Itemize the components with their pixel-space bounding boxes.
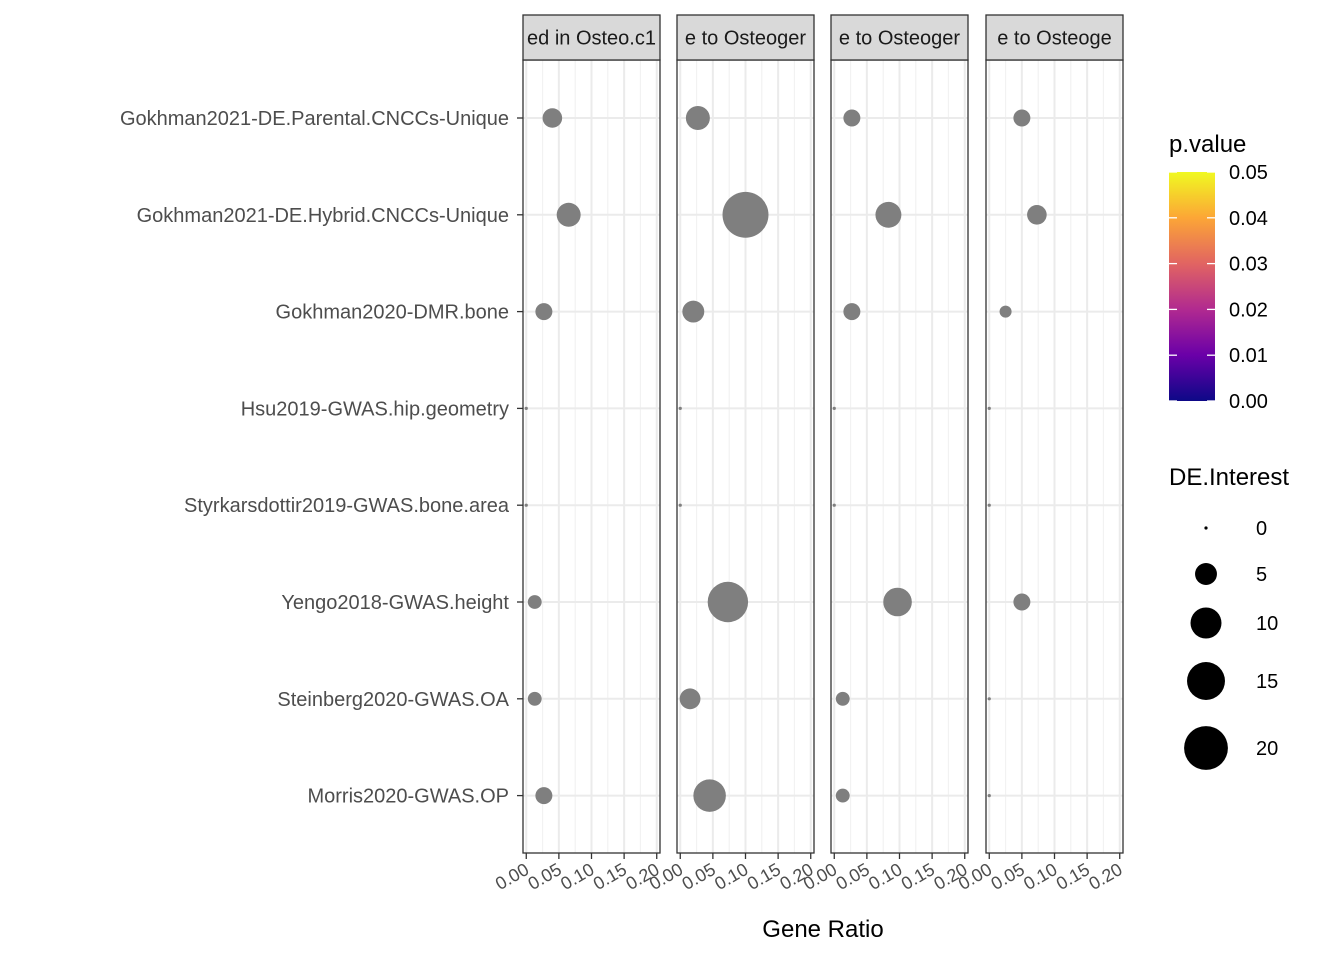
point-yengo2018-gwas-height (707, 581, 749, 623)
strip-label: ed in Osteo.c1 (527, 28, 656, 50)
point-morris2020-gwas-op (693, 779, 726, 812)
strip-label: e to Osteoger (839, 28, 961, 50)
legend-size-label: 20 (1256, 738, 1278, 760)
colorbar-label: 0.04 (1229, 208, 1268, 230)
strip-background (985, 14, 1124, 61)
point-hsu2019-gwas-hip-geometry (678, 406, 682, 410)
point-gokhman2021-de-parental-cnccs-unique (843, 109, 861, 127)
point-styrkarsdottir2019-gwas-bone-area (832, 503, 836, 507)
legend-de-interest: DE.Interest 0 5 10 15 20 (1169, 464, 1289, 770)
strip-label: e to Osteoger (685, 28, 807, 50)
point-yengo2018-gwas-height (1013, 593, 1031, 611)
facet-strip: ed in Osteo.c1 (522, 14, 661, 61)
points-layer (832, 109, 912, 803)
point-yengo2018-gwas-height (883, 587, 912, 617)
colorbar-label: 0.01 (1229, 345, 1268, 367)
strip-background (676, 14, 815, 61)
legend-size-key-0 (1204, 526, 1208, 530)
legend-size-label: 15 (1256, 671, 1278, 693)
point-steinberg2020-gwas-oa (527, 691, 542, 706)
point-morris2020-gwas-op (535, 787, 553, 805)
strip-background (522, 14, 661, 61)
legend-pvalue-title: p.value (1169, 131, 1246, 158)
y-tick-label: Steinberg2020-GWAS.OA (277, 689, 509, 711)
colorbar-label: 0.03 (1229, 254, 1268, 276)
y-tick-label: Gokhman2021-DE.Parental.CNCCs-Unique (120, 108, 509, 130)
point-gokhman2020-dmr-bone (999, 305, 1012, 318)
y-tick-label: Gokhman2021-DE.Hybrid.CNCCs-Unique (137, 205, 509, 227)
point-steinberg2020-gwas-oa (835, 691, 850, 706)
point-hsu2019-gwas-hip-geometry (832, 406, 836, 410)
legend-size-label: 5 (1256, 564, 1267, 586)
colorbar-label: 0.00 (1229, 391, 1268, 413)
facet-panel-1: ed in Osteo.c10.000.050.100.150.20 (492, 14, 663, 894)
facet-strip: e to Osteoge (985, 14, 1124, 61)
point-steinberg2020-gwas-oa (987, 697, 991, 701)
y-axis: Gokhman2021-DE.Parental.CNCCs-Unique Gokh… (120, 108, 523, 808)
legend-pvalue: p.value 0.05 0.04 0.03 0.02 0.01 0.00 (1169, 131, 1268, 413)
point-gokhman2020-dmr-bone (682, 300, 705, 323)
y-tick-label: Hsu2019-GWAS.hip.geometry (241, 398, 509, 420)
point-morris2020-gwas-op (987, 794, 991, 798)
y-tick-label: Styrkarsdottir2019-GWAS.bone.area (184, 495, 510, 517)
point-gokhman2021-de-hybrid-cnccs-unique (556, 202, 581, 227)
point-yengo2018-gwas-height (527, 595, 542, 609)
point-steinberg2020-gwas-oa (679, 688, 701, 710)
legend-size-key-15 (1187, 662, 1225, 700)
point-gokhman2021-de-parental-cnccs-unique (685, 105, 710, 131)
y-tick-label: Morris2020-GWAS.OP (307, 786, 509, 808)
colorbar-label: 0.02 (1229, 299, 1268, 321)
legend-size-label: 10 (1256, 613, 1278, 635)
points-layer (678, 105, 769, 812)
point-gokhman2021-de-parental-cnccs-unique (542, 108, 563, 128)
colorbar (1169, 172, 1215, 401)
y-tick-label: Gokhman2020-DMR.bone (276, 302, 509, 324)
point-styrkarsdottir2019-gwas-bone-area (987, 503, 991, 507)
strip-label: e to Osteoge (997, 28, 1112, 50)
points-layer (524, 108, 581, 805)
point-styrkarsdottir2019-gwas-bone-area (524, 503, 528, 507)
point-styrkarsdottir2019-gwas-bone-area (678, 503, 682, 507)
point-gokhman2021-de-parental-cnccs-unique (1013, 109, 1031, 127)
legend-size-key-5 (1195, 563, 1217, 585)
colorbar-label: 0.05 (1229, 162, 1268, 184)
point-hsu2019-gwas-hip-geometry (524, 406, 528, 410)
point-gokhman2021-de-hybrid-cnccs-unique (1027, 205, 1047, 225)
legend-size-title: DE.Interest (1169, 464, 1289, 491)
facet-strip: e to Osteoger (676, 14, 815, 61)
facet-strip: e to Osteoger (830, 14, 969, 61)
legend-size-label: 0 (1256, 518, 1267, 540)
point-hsu2019-gwas-hip-geometry (987, 406, 991, 410)
points-layer (987, 109, 1047, 798)
point-gokhman2021-de-hybrid-cnccs-unique (875, 201, 902, 228)
strip-background (830, 14, 969, 61)
legend-size-key-10 (1190, 607, 1222, 639)
x-axis-title: Gene Ratio (762, 916, 883, 943)
x-tick-label: 0.20 (1085, 859, 1125, 894)
point-morris2020-gwas-op (835, 788, 850, 803)
y-tick-label: Yengo2018-GWAS.height (281, 592, 509, 614)
point-gokhman2020-dmr-bone (843, 303, 861, 321)
point-gokhman2020-dmr-bone (535, 303, 553, 321)
legend-size-key-20 (1184, 726, 1228, 770)
point-gokhman2021-de-hybrid-cnccs-unique (722, 191, 769, 238)
